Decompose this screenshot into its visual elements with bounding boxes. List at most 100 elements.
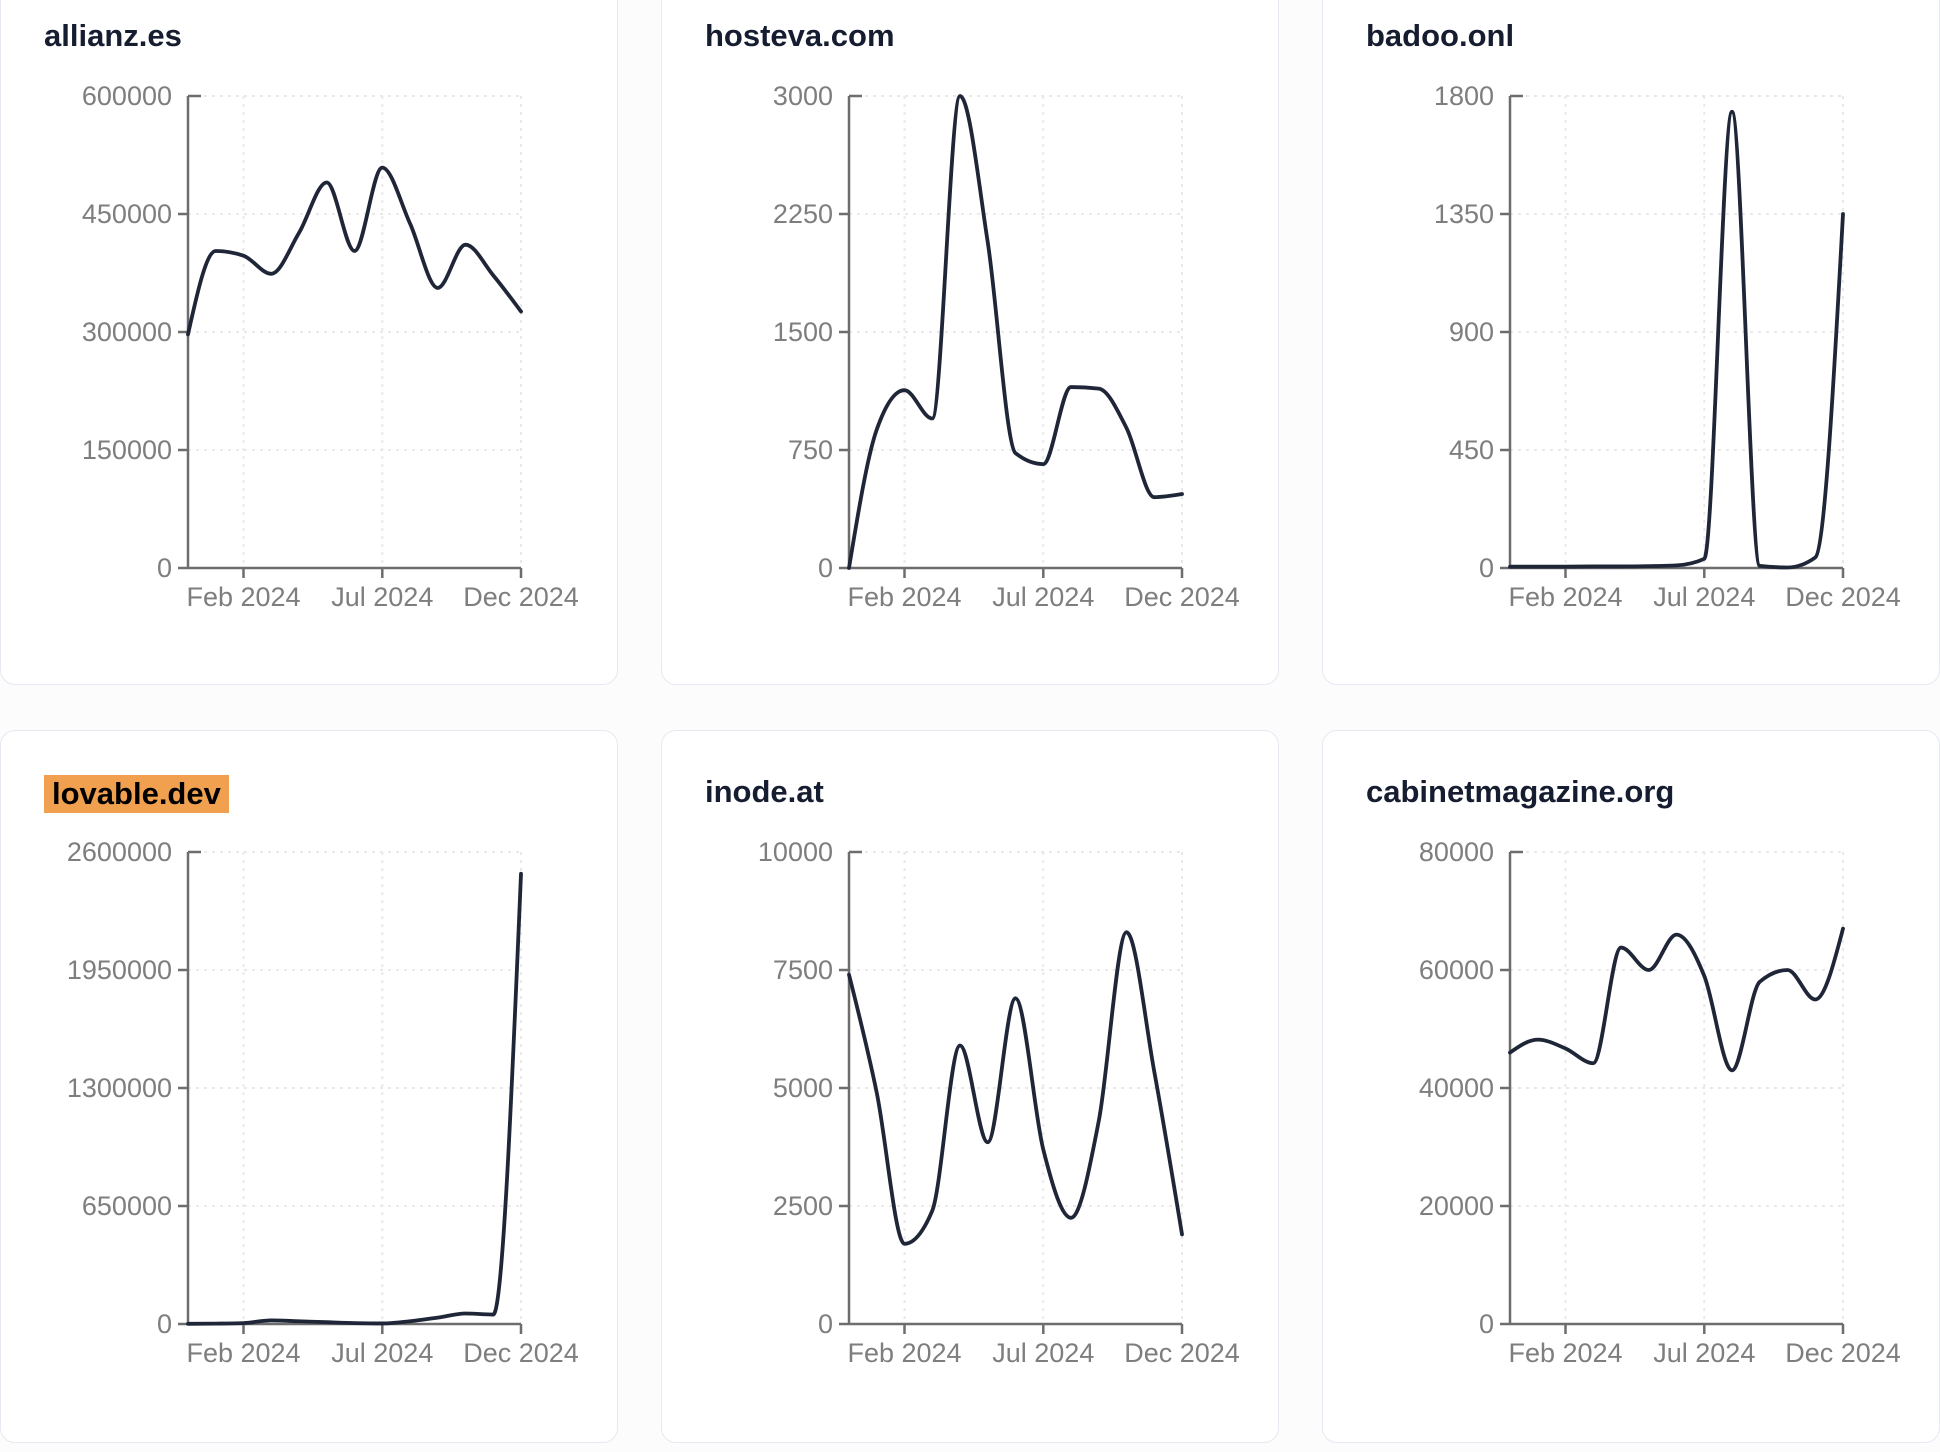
- chart-title: cabinetmagazine.org: [1366, 775, 1939, 809]
- x-tick-label: Feb 2024: [847, 1338, 961, 1368]
- series-line: [847, 930, 1184, 1246]
- gridlines: [849, 95, 1183, 568]
- x-tick-label: Dec 2024: [463, 1338, 579, 1368]
- axes: [178, 94, 523, 578]
- y-tick-label: 1500: [773, 317, 833, 347]
- chart-card-6: cabinetmagazine.org 0 20000 40000 60000 8000…: [1322, 730, 1940, 1443]
- axes: [839, 850, 1184, 1334]
- y-tick-label: 0: [818, 553, 833, 583]
- y-tick-label: 60000: [1419, 955, 1494, 985]
- y-tick-label: 0: [818, 1309, 833, 1339]
- line-chart: 0 20000 40000 60000 80000 Feb 2024 Jul 2024 Dec…: [1419, 837, 1901, 1368]
- y-tick-label: 650000: [82, 1191, 172, 1221]
- x-tick-label: Jul 2024: [331, 582, 433, 612]
- y-tick-label: 900: [1449, 317, 1494, 347]
- y-tick-label: 40000: [1419, 1073, 1494, 1103]
- y-tick-labels: 0 150000 300000 450000 600000: [82, 81, 172, 583]
- x-tick-labels: Feb 2024 Jul 2024 Dec 2024: [847, 1338, 1239, 1368]
- line-chart: 0 2500 5000 7500 10000 Feb 2024 Jul 2024 Dec 20…: [758, 837, 1240, 1368]
- x-tick-labels: Feb 2024 Jul 2024 Dec 2024: [1508, 1338, 1900, 1368]
- x-tick-label: Jul 2024: [992, 582, 1094, 612]
- series-line: [186, 165, 523, 337]
- y-tick-label: 1950000: [67, 955, 172, 985]
- x-tick-label: Feb 2024: [186, 582, 300, 612]
- y-tick-label: 1300000: [67, 1073, 172, 1103]
- chart-title: hosteva.com: [705, 19, 1278, 53]
- y-tick-label: 750: [788, 435, 833, 465]
- y-tick-label: 0: [1479, 1309, 1494, 1339]
- line-chart: 0 650000 1300000 1950000 2600000 Feb 2024 Jul …: [67, 837, 579, 1368]
- chart-card-5: inode.at 0 2500 5000 7500 10000 Feb 2024 Jul 2…: [661, 730, 1279, 1443]
- axes: [839, 94, 1184, 578]
- chart-title-text: lovable.dev: [44, 775, 229, 813]
- y-tick-label: 0: [157, 553, 172, 583]
- axes: [1500, 94, 1845, 578]
- chart-card-4: lovable.dev 0 650000 1300000 1950000 2600000…: [0, 730, 618, 1443]
- x-tick-label: Jul 2024: [1653, 1338, 1755, 1368]
- chart-title-text: inode.at: [705, 774, 824, 809]
- x-tick-labels: Feb 2024 Jul 2024 Dec 2024: [1508, 582, 1900, 612]
- chart-title: badoo.onl: [1366, 19, 1939, 53]
- y-tick-label: 80000: [1419, 837, 1494, 867]
- line-chart: 0 150000 300000 450000 600000 Feb 2024 Jul 202…: [82, 81, 579, 612]
- x-tick-label: Feb 2024: [1508, 582, 1622, 612]
- y-tick-label: 150000: [82, 435, 172, 465]
- x-tick-label: Feb 2024: [1508, 1338, 1622, 1368]
- y-tick-label: 3000: [773, 81, 833, 111]
- y-tick-label: 450000: [82, 199, 172, 229]
- x-tick-label: Dec 2024: [1124, 1338, 1240, 1368]
- chart-title-text: cabinetmagazine.org: [1366, 774, 1675, 809]
- y-tick-label: 450: [1449, 435, 1494, 465]
- x-tick-label: Jul 2024: [992, 1338, 1094, 1368]
- y-tick-label: 20000: [1419, 1191, 1494, 1221]
- x-tick-label: Dec 2024: [1124, 582, 1240, 612]
- gridlines: [1510, 95, 1844, 568]
- y-tick-label: 2500: [773, 1191, 833, 1221]
- y-tick-label: 7500: [773, 955, 833, 985]
- gridlines: [188, 95, 522, 568]
- chart-title-text: hosteva.com: [705, 18, 895, 53]
- x-tick-label: Dec 2024: [1785, 1338, 1901, 1368]
- x-tick-label: Dec 2024: [1785, 582, 1901, 612]
- series-line: [847, 94, 1184, 570]
- chart-card-3: badoo.onl 0 450 900 1350 1800 Feb 2024 Jul 202…: [1322, 0, 1940, 685]
- line-chart: 0 750 1500 2250 3000 Feb 2024 Jul 2024 Dec 2024: [773, 81, 1240, 612]
- y-tick-label: 1350: [1434, 199, 1494, 229]
- y-tick-label: 2250: [773, 199, 833, 229]
- chart-title: allianz.es: [44, 19, 617, 53]
- chart-card-2: hosteva.com 0 750 1500 2250 3000 Feb 2024 Jul …: [661, 0, 1279, 685]
- axes: [178, 850, 523, 1334]
- y-tick-label: 2600000: [67, 837, 172, 867]
- y-tick-label: 600000: [82, 81, 172, 111]
- y-tick-label: 0: [1479, 553, 1494, 583]
- chart-card-1: allianz.es 0 150000 300000 450000 600000 Feb …: [0, 0, 618, 685]
- chart-title-text: badoo.onl: [1366, 18, 1515, 53]
- x-tick-label: Jul 2024: [1653, 582, 1755, 612]
- series-line: [186, 871, 523, 1326]
- y-tick-labels: 0 20000 40000 60000 80000: [1419, 837, 1494, 1339]
- series-line: [1508, 109, 1845, 570]
- y-tick-label: 5000: [773, 1073, 833, 1103]
- y-tick-labels: 0 650000 1300000 1950000 2600000: [67, 837, 172, 1339]
- chart-title: inode.at: [705, 775, 1278, 809]
- y-tick-label: 0: [157, 1309, 172, 1339]
- x-tick-label: Feb 2024: [847, 582, 961, 612]
- gridlines: [1510, 851, 1844, 1324]
- chart-title: lovable.dev: [44, 775, 617, 813]
- chart-title-text: allianz.es: [44, 18, 182, 53]
- axes: [1500, 850, 1845, 1334]
- gridlines: [849, 851, 1183, 1324]
- y-tick-label: 1800: [1434, 81, 1494, 111]
- x-tick-labels: Feb 2024 Jul 2024 Dec 2024: [847, 582, 1239, 612]
- y-tick-labels: 0 2500 5000 7500 10000: [758, 837, 833, 1339]
- y-tick-labels: 0 750 1500 2250 3000: [773, 81, 833, 583]
- x-tick-labels: Feb 2024 Jul 2024 Dec 2024: [186, 582, 578, 612]
- x-tick-label: Jul 2024: [331, 1338, 433, 1368]
- y-tick-label: 300000: [82, 317, 172, 347]
- x-tick-label: Dec 2024: [463, 582, 579, 612]
- y-tick-labels: 0 450 900 1350 1800: [1434, 81, 1494, 583]
- gridlines: [188, 851, 522, 1324]
- x-tick-labels: Feb 2024 Jul 2024 Dec 2024: [186, 1338, 578, 1368]
- x-tick-label: Feb 2024: [186, 1338, 300, 1368]
